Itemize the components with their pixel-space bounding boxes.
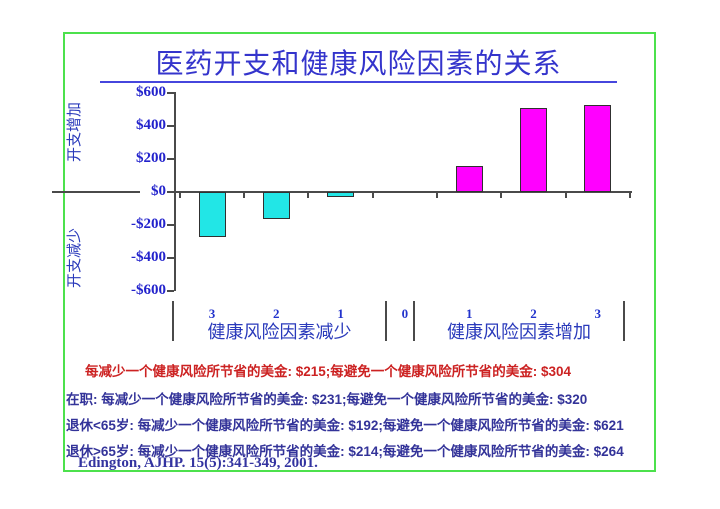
citation: Edington, AJHP. 15(5):341-349, 2001. <box>78 455 318 471</box>
y-tick <box>167 224 174 226</box>
y-tick-label: $600 <box>136 84 166 100</box>
page-title: 医药开支和健康风险因素的关系 <box>155 48 562 79</box>
slide-border <box>63 32 656 472</box>
group-label-decrease: 健康风险因素减少 <box>207 322 352 342</box>
y-tick <box>167 290 174 292</box>
note-overall: 每减少一个健康风险所节省的美金: $215;每避免一个健康风险所节省的美金: $… <box>85 364 572 379</box>
x-tick <box>628 193 631 198</box>
y-tick <box>167 92 174 94</box>
x-tick <box>500 193 503 198</box>
category-separator <box>172 301 174 341</box>
y-tick-label: $200 <box>136 150 166 166</box>
y-tick <box>167 158 174 160</box>
y-axis-title-decrease: 开支减少 <box>66 228 83 289</box>
bar-risk-increase <box>520 107 547 192</box>
x-category-label: 1 <box>465 306 473 321</box>
x-category-label: 0 <box>401 306 409 321</box>
note-active: 在职: 每减少一个健康风险所节省的美金: $231;每避免一个健康风险所节省的美… <box>66 392 588 407</box>
note-retired-over-65: 退休>65岁: 每减少一个健康风险所节省的美金: $214;每避免一个健康风险所… <box>66 444 624 459</box>
x-category-label: 2 <box>530 306 537 321</box>
x-category-label: 2 <box>273 306 280 321</box>
x-tick <box>178 193 181 198</box>
group-label-increase: 健康风险因素增加 <box>447 322 591 342</box>
y-axis-title-increase: 开支增加 <box>66 102 83 163</box>
x-tick <box>564 193 567 198</box>
y-tick-label: $0 <box>151 183 166 199</box>
category-separator <box>413 301 415 341</box>
x-tick <box>371 193 374 198</box>
x-category-label: 1 <box>337 306 344 321</box>
x-axis <box>174 191 632 193</box>
zero-line-extension <box>52 191 140 193</box>
bar-risk-decrease <box>327 192 355 197</box>
bar-risk-increase <box>584 104 612 192</box>
x-tick <box>307 193 310 198</box>
y-tick-label: -$200 <box>131 216 166 232</box>
x-category-label: 3 <box>594 306 602 321</box>
y-tick-label: -$400 <box>131 249 166 265</box>
x-category-label: 3 <box>208 306 216 321</box>
y-tick <box>167 191 174 193</box>
note-retired-under-65: 退休<65岁: 每减少一个健康风险所节省的美金: $192;每避免一个健康风险所… <box>66 418 624 433</box>
y-tick <box>167 125 174 127</box>
title-underline <box>100 81 617 83</box>
bar-risk-decrease <box>198 192 226 238</box>
x-tick <box>243 193 246 198</box>
y-tick <box>167 257 174 259</box>
x-tick <box>436 193 439 198</box>
category-separator <box>385 301 387 341</box>
category-separator <box>623 301 625 341</box>
bar-risk-increase <box>455 165 483 192</box>
y-tick-label: $400 <box>136 117 166 133</box>
y-tick-label: -$600 <box>131 282 166 298</box>
bar-risk-decrease <box>262 192 290 220</box>
